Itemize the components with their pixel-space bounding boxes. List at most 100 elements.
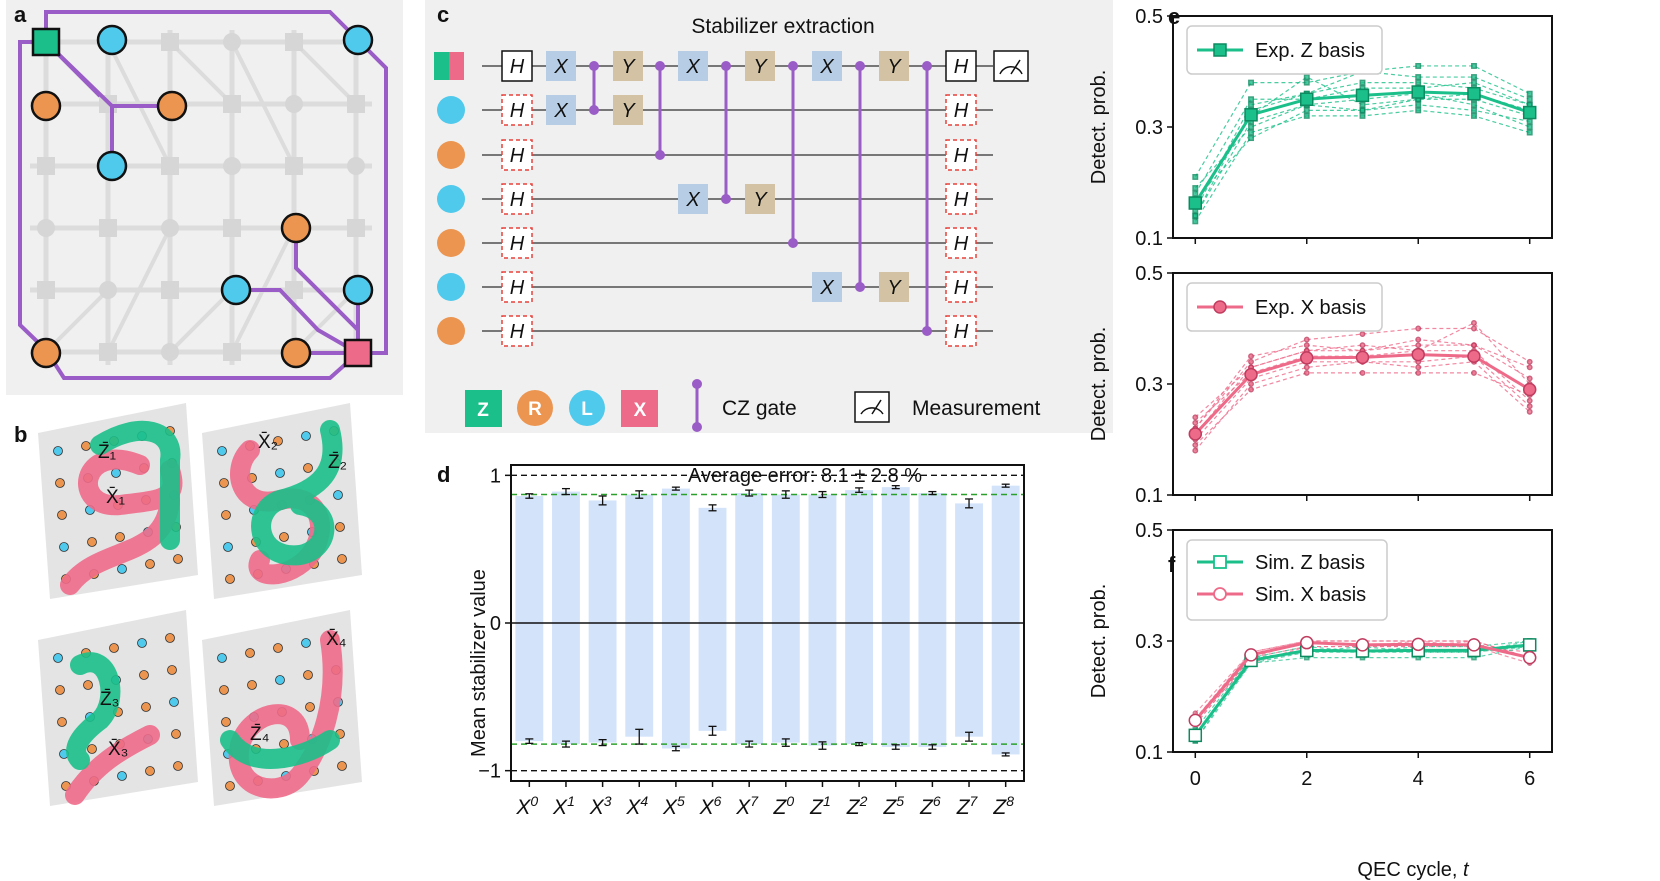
data-point bbox=[1248, 101, 1254, 108]
device-site bbox=[161, 343, 179, 361]
data-point bbox=[1471, 369, 1477, 376]
device-site bbox=[223, 95, 241, 113]
operator-label: X̄₂ bbox=[258, 432, 278, 453]
device-site bbox=[161, 33, 179, 51]
h-gate bbox=[501, 183, 533, 215]
x-gate bbox=[546, 51, 576, 81]
orange-qubit bbox=[156, 90, 188, 122]
h-gate-label: H bbox=[510, 189, 525, 211]
data-point bbox=[1526, 408, 1533, 415]
h-gate-label: H bbox=[954, 100, 969, 122]
data-point bbox=[1188, 728, 1203, 743]
data-point bbox=[1526, 403, 1533, 410]
data-point bbox=[1355, 638, 1370, 652]
tile-qubit bbox=[59, 542, 69, 552]
data-point bbox=[1188, 196, 1203, 210]
legend-z-swatch bbox=[465, 390, 502, 427]
device-site bbox=[223, 343, 241, 361]
y-gate bbox=[613, 51, 643, 81]
h-gate-label: H bbox=[510, 56, 525, 78]
bar-positive bbox=[918, 493, 947, 623]
data-point bbox=[1415, 101, 1422, 108]
bar-negative bbox=[515, 623, 544, 742]
x-tick-label: X1 bbox=[552, 793, 575, 819]
legend-label: Exp. Z basis bbox=[1255, 40, 1365, 62]
tile-qubit bbox=[273, 436, 283, 446]
data-point bbox=[1415, 369, 1422, 376]
tile-qubit bbox=[55, 478, 65, 488]
detection-probability-charts: 0.1 0.3 0.5 Detect. prob. Exp. Z basis 0.1 0.3… bbox=[1088, 6, 1553, 790]
chart-legend: Exp. X basis bbox=[1186, 282, 1383, 332]
data-point bbox=[1522, 382, 1537, 397]
legend-marker bbox=[1213, 587, 1227, 601]
tile-qubit bbox=[247, 680, 257, 690]
panel-b-letter: b bbox=[14, 422, 27, 447]
logical-operator-tile-1: Z̄₁ X̄₁ bbox=[38, 403, 198, 599]
measurement-legend-icon bbox=[854, 391, 890, 423]
chart-legend: Sim. Z basis Sim. X basis bbox=[1186, 539, 1388, 621]
cz-dot bbox=[855, 282, 865, 292]
data-point bbox=[1355, 88, 1370, 103]
h-gate-label: H bbox=[954, 233, 969, 255]
data-point bbox=[1192, 212, 1199, 219]
operator-label: X̄₄ bbox=[326, 629, 347, 650]
h-gate bbox=[501, 50, 533, 82]
legend-box bbox=[1186, 282, 1383, 332]
orange-qubit bbox=[30, 337, 62, 369]
x-gate bbox=[812, 51, 842, 81]
bar-negative bbox=[881, 623, 910, 748]
line-chart-1: 0.1 0.3 0.5 Detect. prob. Exp. X basis bbox=[1088, 263, 1553, 507]
device-site bbox=[37, 157, 55, 175]
measurement-box bbox=[993, 50, 1029, 82]
data-point bbox=[1303, 74, 1310, 80]
data-point bbox=[1192, 218, 1199, 225]
data-point bbox=[1467, 86, 1481, 101]
data-point bbox=[1248, 96, 1254, 103]
bar-negative bbox=[661, 623, 690, 749]
tile-qubit bbox=[87, 537, 97, 547]
bar-positive bbox=[515, 496, 544, 623]
x-operator-path bbox=[228, 630, 343, 799]
row-marker-qubit bbox=[437, 229, 465, 257]
cz-dot bbox=[655, 61, 665, 71]
data-point bbox=[1303, 112, 1310, 119]
data-point bbox=[1248, 124, 1254, 130]
cz-dot bbox=[855, 61, 865, 71]
y-tick-label: −1 bbox=[478, 761, 501, 783]
h-gate bbox=[945, 315, 977, 347]
tile-qubit bbox=[173, 554, 183, 564]
tile-qubit bbox=[117, 771, 127, 781]
device-wire bbox=[292, 40, 358, 106]
orange-qubit bbox=[30, 90, 62, 122]
tile-qubit bbox=[219, 685, 229, 695]
data-point bbox=[1248, 358, 1254, 365]
panel-c: c Stabilizer extraction HHHHHHHXXYYXXYYX… bbox=[425, 0, 1113, 433]
data-point bbox=[1303, 342, 1310, 349]
data-point bbox=[1192, 442, 1199, 448]
panel-d: d Average error: 8.1 ± 2.8 % Mean stabil… bbox=[437, 462, 1025, 819]
tile-qubit bbox=[279, 532, 289, 542]
tile-qubit bbox=[137, 638, 147, 648]
device-site bbox=[347, 157, 365, 175]
data-point bbox=[1359, 112, 1366, 119]
measurement-arc bbox=[999, 66, 1023, 75]
data-point bbox=[1526, 124, 1533, 130]
cyan-qubit bbox=[96, 24, 128, 56]
h-gate-label: H bbox=[510, 321, 525, 343]
x-gate-label: X bbox=[553, 100, 568, 122]
legend-r-label: R bbox=[528, 399, 542, 420]
panel-c-letter: c bbox=[437, 2, 449, 27]
tile-qubit bbox=[109, 643, 119, 653]
row-marker-z bbox=[434, 52, 449, 80]
data-point bbox=[1471, 74, 1477, 80]
data-point bbox=[1415, 336, 1422, 343]
y-gate bbox=[745, 51, 775, 81]
tile-qubit bbox=[141, 702, 151, 712]
data-point bbox=[1526, 129, 1533, 136]
legend-z-label: Z bbox=[477, 400, 489, 421]
device-wire bbox=[168, 288, 234, 354]
y-gate-label: Y bbox=[621, 100, 636, 122]
x-tick-label: Z7 bbox=[956, 793, 979, 819]
stabilizer-bar-chart: −1 0 1 X0 X1 X3 X4 X5 X6 X7 Z0 Z1 Z2 Z5 Z6 Z7 Z8 bbox=[478, 464, 1025, 819]
